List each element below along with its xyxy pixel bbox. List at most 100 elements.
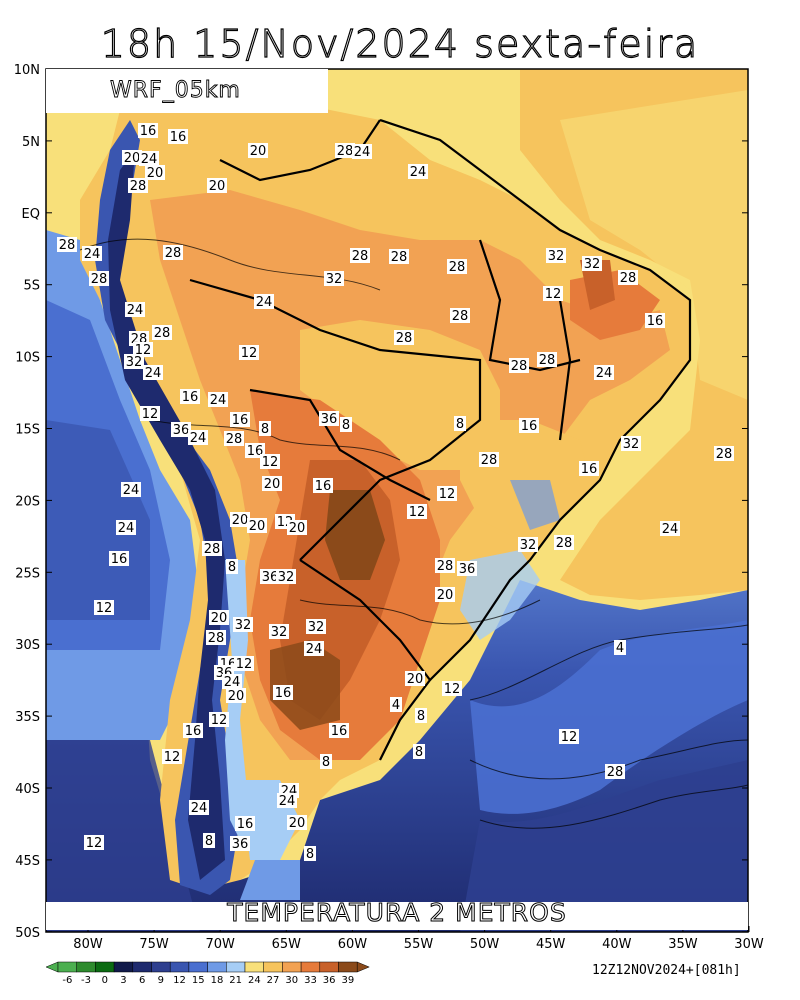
contour-label: 28 xyxy=(607,765,624,780)
colorbar-label: 6 xyxy=(139,975,145,986)
contour-label-bg xyxy=(163,245,183,260)
contour-label: 32 xyxy=(126,355,143,370)
contour-label: 16 xyxy=(275,686,292,701)
colorbar-label: 0 xyxy=(102,975,108,986)
contour-label-bg xyxy=(442,681,462,696)
contour-label-bg xyxy=(260,454,280,469)
contour-label-bg xyxy=(230,836,250,851)
contour-label: 28 xyxy=(716,447,733,462)
colorbar-label: -6 xyxy=(62,975,72,986)
contour-label: 20 xyxy=(124,151,141,166)
contour-label-bg xyxy=(454,416,466,431)
contour-label-bg xyxy=(247,518,267,533)
contour-label: 28 xyxy=(154,326,171,341)
contour-label-bg xyxy=(57,237,77,252)
colorbar-swatch xyxy=(76,961,96,973)
contour-label: 8 xyxy=(456,417,464,432)
contour-label-bg xyxy=(230,512,250,527)
contour-label-bg xyxy=(621,436,641,451)
contour-label: 20 xyxy=(250,144,267,159)
contour-label-bg xyxy=(207,178,227,193)
colorbar-swatch xyxy=(169,961,190,973)
contour-label-bg xyxy=(233,617,253,632)
lon-tick-label: 30W xyxy=(734,937,764,952)
contour-label: 8 xyxy=(205,834,213,849)
colorbar-swatch xyxy=(244,961,264,973)
contour-label: 28 xyxy=(91,272,108,287)
contour-label: 20 xyxy=(228,689,245,704)
contour-label-bg xyxy=(206,630,226,645)
contour-label: 28 xyxy=(337,144,354,159)
contour-label: 24 xyxy=(410,165,427,180)
contour-label-bg xyxy=(660,521,680,536)
contour-label: 36 xyxy=(262,570,279,585)
contour-label: 28 xyxy=(539,353,556,368)
contour-label-bg xyxy=(340,417,352,432)
contour-label-bg xyxy=(287,520,307,535)
contour-label: 20 xyxy=(249,519,266,534)
contour-label: 12 xyxy=(241,346,258,361)
colorbar-label: 36 xyxy=(323,975,336,986)
contour-label: 16 xyxy=(331,724,348,739)
contour-label: 20 xyxy=(264,477,281,492)
contour-label: 32 xyxy=(584,257,601,272)
contour-label-bg xyxy=(209,712,229,727)
contour-label: 16 xyxy=(581,462,598,477)
contour-label-bg xyxy=(109,551,129,566)
contour-label: 16 xyxy=(315,479,332,494)
contour-label-bg xyxy=(230,412,250,427)
contour-label-bg xyxy=(248,143,268,158)
contour-label: 28 xyxy=(620,271,637,286)
contour-label: 20 xyxy=(232,513,249,528)
contour-label-bg xyxy=(313,478,333,493)
contour-label-bg xyxy=(714,446,734,461)
colorbar-swatch xyxy=(282,961,302,973)
colorbar-swatch xyxy=(95,961,115,973)
contour-label-bg xyxy=(171,422,191,437)
colorbar-swatch xyxy=(113,961,134,973)
contour-label: 12 xyxy=(164,750,181,765)
lat-tick-label: 10S xyxy=(15,351,40,366)
colorbar-label: 33 xyxy=(304,975,317,986)
contour-label-bg xyxy=(645,313,665,328)
contour-label-bg xyxy=(435,558,455,573)
contour-label-bg xyxy=(133,342,153,357)
contour-label-bg xyxy=(125,302,145,317)
colorbar-swatch xyxy=(207,961,227,973)
contour-label-bg xyxy=(143,365,163,380)
contour-label: 20 xyxy=(209,179,226,194)
contour-label: 36 xyxy=(232,837,249,852)
contour-label-bg xyxy=(183,723,203,738)
contour-label-bg xyxy=(259,421,271,436)
colorbar-label: 30 xyxy=(285,975,298,986)
contour-label-bg xyxy=(128,178,148,193)
contour-label: 24 xyxy=(123,483,140,498)
contour-label: 36 xyxy=(321,412,338,427)
lon-tick-label: 55W xyxy=(404,937,434,952)
field-label: TEMPERATURA 2 METROS xyxy=(227,898,567,928)
contour-label: 24 xyxy=(191,801,208,816)
contour-label: 24 xyxy=(190,431,207,446)
contour-label-bg xyxy=(457,561,477,576)
lon-tick-label: 40W xyxy=(602,937,632,952)
colorbar-label: 18 xyxy=(211,975,224,986)
contour-label-bg xyxy=(559,729,579,744)
contour-label-bg xyxy=(352,144,372,159)
contour-label: 24 xyxy=(256,295,273,310)
contour-label-bg xyxy=(415,708,427,723)
contour-label-bg xyxy=(239,345,259,360)
lon-tick-label: 80W xyxy=(73,937,103,952)
contour-label-bg xyxy=(408,164,428,179)
contour-label-bg xyxy=(94,600,114,615)
lat-tick-label: 45S xyxy=(15,854,40,869)
lon-tick-label: 45W xyxy=(536,937,566,952)
contour-label: 16 xyxy=(232,413,249,428)
contour-label-bg xyxy=(277,793,297,808)
contour-label-bg xyxy=(84,835,104,850)
contour-label-bg xyxy=(579,461,599,476)
contour-label: 8 xyxy=(322,755,330,770)
colorbar-swatch xyxy=(319,961,339,973)
contour-label: 24 xyxy=(662,522,679,537)
contour-label: 24 xyxy=(141,152,158,167)
contour-label-bg xyxy=(605,764,625,779)
